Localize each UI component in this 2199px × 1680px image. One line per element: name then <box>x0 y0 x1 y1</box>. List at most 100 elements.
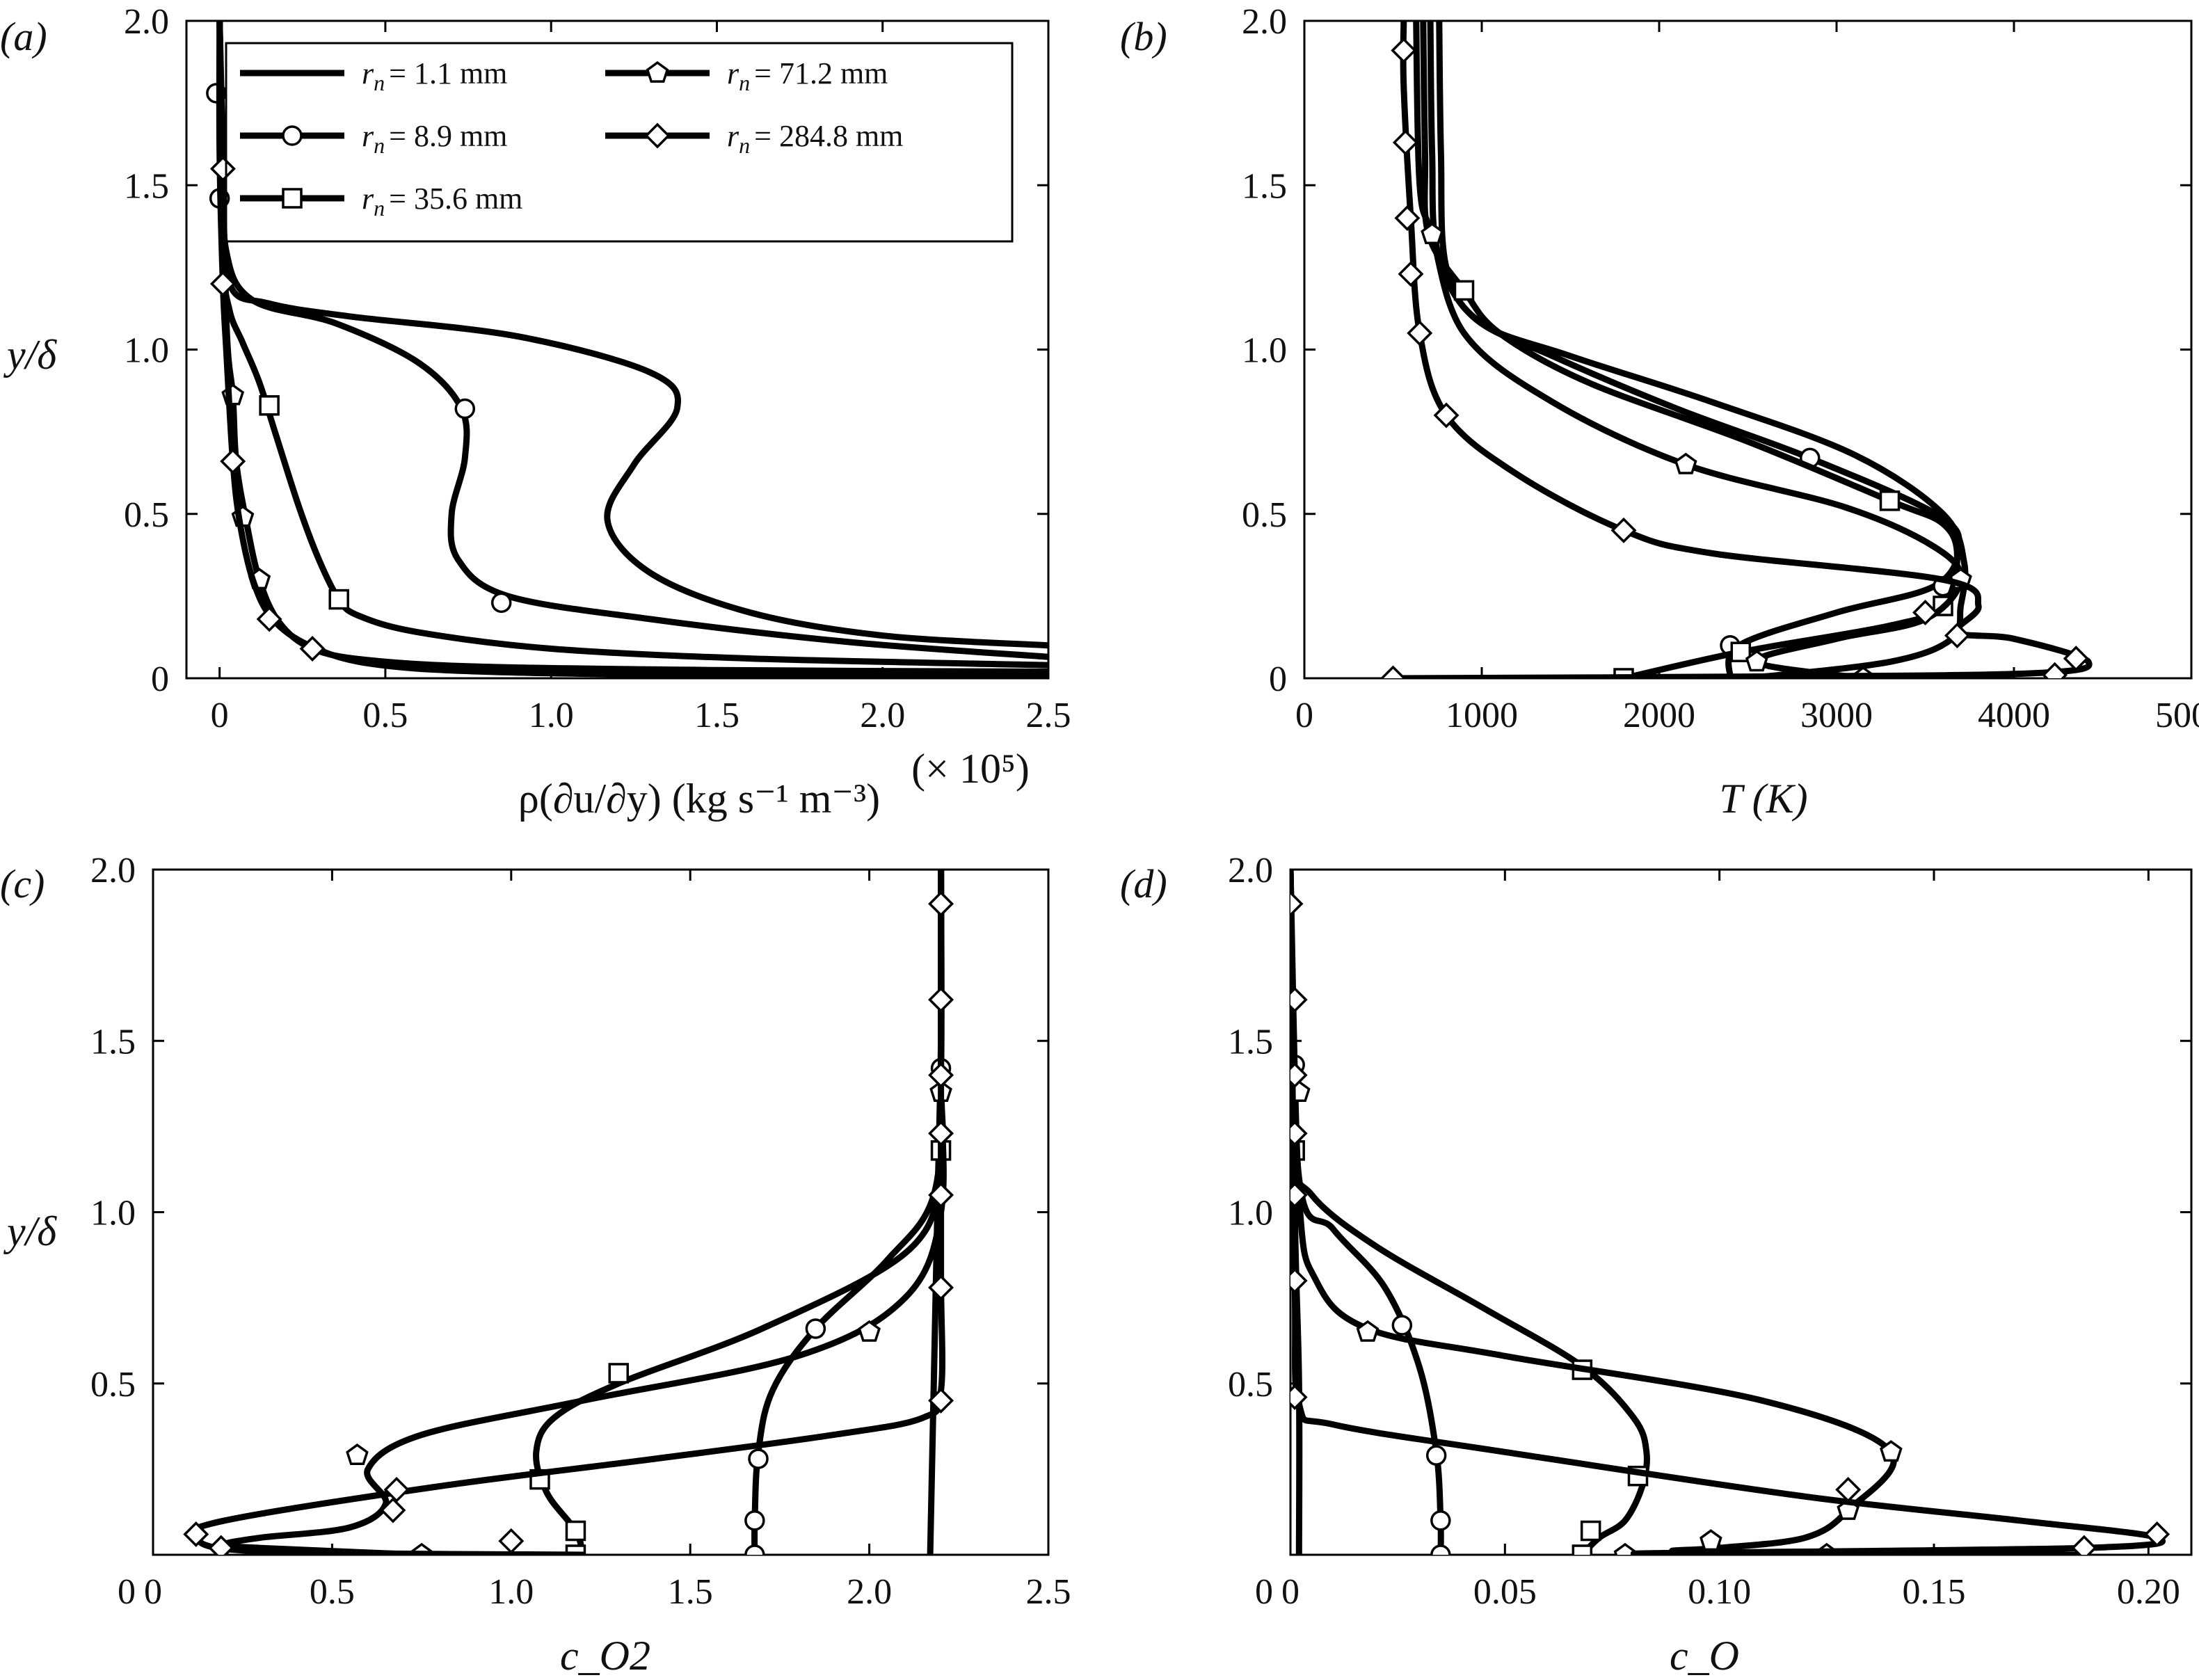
marker-circle <box>454 398 476 419</box>
x-tick-label: 1.0 <box>529 696 574 735</box>
y-tick-label: 0.5 <box>124 495 169 535</box>
marker-square <box>1453 280 1475 301</box>
plot-frame <box>1289 868 2193 1556</box>
y-tick-label: 1.5 <box>90 1022 136 1062</box>
marker-diamond <box>2042 662 2068 678</box>
marker-square <box>1580 1520 1601 1542</box>
marker-diamond <box>1290 1182 1308 1208</box>
panel-a-xlabel: ρ(∂u/∂y) (kg s⁻¹ m⁻³) <box>518 776 880 822</box>
origin-label: 0 <box>1255 1572 1273 1612</box>
plot-frame <box>185 19 1050 680</box>
panel-a-ylabel: y/δ <box>3 332 57 378</box>
x-tick-label: 0.5 <box>310 1572 355 1612</box>
x-tick-label: 0.05 <box>1473 1572 1537 1612</box>
marker-diamond <box>1394 205 1421 231</box>
marker-diamond <box>383 1476 410 1503</box>
marker-diamond <box>928 1274 954 1301</box>
series-line-1 <box>751 870 945 1555</box>
marker-pentagon <box>858 1320 881 1342</box>
marker-circle <box>1391 1315 1413 1336</box>
marker-pentagon <box>346 1443 369 1466</box>
marker-pentagon <box>1613 1542 1637 1555</box>
marker-diamond <box>1290 890 1304 917</box>
x-tick-label: 0 <box>1281 1572 1300 1612</box>
marker-pentagon <box>1880 1440 1903 1462</box>
marker-circle <box>748 1448 769 1469</box>
marker-circle <box>744 1510 765 1531</box>
marker-diamond <box>1290 1267 1308 1294</box>
x-tick-label: 1.0 <box>488 1572 534 1612</box>
x-tick-label: 0.20 <box>2117 1572 2180 1612</box>
marker-diamond <box>1290 1062 1308 1088</box>
marker-diamond <box>928 1387 954 1414</box>
marker-diamond <box>1398 261 1424 287</box>
marker-circle <box>744 1544 765 1555</box>
marker-diamond <box>1912 600 1938 625</box>
marker-diamond <box>928 1062 954 1088</box>
marker-diamond <box>1407 320 1433 346</box>
marker-diamond <box>220 448 246 474</box>
y-tick-label: 0.5 <box>1228 1365 1273 1405</box>
x-tick-label: 1000 <box>1446 696 1518 735</box>
legend-label: rn = 35.6 mm <box>362 182 522 221</box>
series-line-2 <box>216 21 1048 669</box>
marker-pentagon <box>1356 1320 1380 1342</box>
marker-circle <box>1430 1544 1451 1555</box>
x-tick-label: 1.5 <box>668 1572 713 1612</box>
marker-diamond <box>1835 1476 1862 1503</box>
x-tick-label: 2.5 <box>1026 696 1071 735</box>
panel-b-xlabel: T (K) <box>1719 776 1807 822</box>
y-tick-label: 0.5 <box>90 1365 136 1405</box>
marker-square <box>1572 1544 1593 1555</box>
marker-square <box>608 1363 629 1384</box>
x-tick-label: 2.0 <box>860 696 905 735</box>
marker-square <box>565 1520 586 1542</box>
marker-circle <box>490 592 512 614</box>
series-line-4 <box>1390 21 2093 678</box>
panel-d: (d) c_O 0 0.05 0.10 0.15 0.20 0.5 1.0 1.5 2.0 0 <box>1120 851 2193 1679</box>
panel-label-b: (b) <box>1120 14 1167 59</box>
series-line-1 <box>1427 21 1962 678</box>
marker-diamond <box>183 1521 209 1547</box>
y-tick-label: 1.0 <box>90 1194 136 1233</box>
marker-diamond <box>928 1120 954 1146</box>
marker-diamond <box>928 1182 954 1208</box>
y-tick-label: 1.0 <box>1228 1194 1273 1233</box>
marker-diamond <box>928 890 954 917</box>
panel-c-ylabel: y/δ <box>3 1208 57 1254</box>
legend-label: rn = 71.2 mm <box>727 56 888 95</box>
legend-label: rn = 284.8 mm <box>727 119 903 158</box>
marker-diamond <box>299 636 326 662</box>
legend-marker-circle <box>282 125 303 146</box>
marker-pentagon <box>1674 452 1697 474</box>
x-tick-label: 0 <box>144 1572 162 1612</box>
x-tick-label: 2.0 <box>847 1572 892 1612</box>
series-line-4 <box>216 21 1048 678</box>
y-tick-label: 0.5 <box>1242 495 1287 535</box>
y-tick-label: 1.5 <box>124 166 169 206</box>
x-tick-label: 2000 <box>1623 696 1695 735</box>
marker-diamond <box>256 606 282 632</box>
series-line-3 <box>216 21 1048 675</box>
marker-square <box>328 589 349 610</box>
marker-diamond <box>1610 517 1637 543</box>
marker-diamond <box>1392 129 1418 156</box>
series-line-2 <box>1420 21 1960 678</box>
x-tick-label: 0 <box>211 696 229 735</box>
y-tick-label: 1.5 <box>1228 1022 1273 1062</box>
y-tick-label: 1.0 <box>124 331 169 371</box>
x-tick-label: 0 <box>1295 696 1313 735</box>
y-tick-label: 1.5 <box>1242 166 1287 206</box>
panel-label-d: (d) <box>1120 861 1167 906</box>
marker-diamond <box>1290 986 1308 1013</box>
y-tick-label: 2.0 <box>1242 2 1287 42</box>
marker-diamond <box>2071 1535 2097 1555</box>
panel-c: (c) y/δ c_O2 0 0.5 1.0 1.5 2.0 2.5 0.5 1.0 1.5 2.… <box>0 851 1071 1679</box>
marker-diamond <box>1944 623 1970 649</box>
series-line-3 <box>1290 870 1897 1555</box>
marker-circle <box>1425 1445 1447 1466</box>
marker-circle <box>1430 1510 1451 1531</box>
marker-diamond <box>1290 1384 1308 1410</box>
